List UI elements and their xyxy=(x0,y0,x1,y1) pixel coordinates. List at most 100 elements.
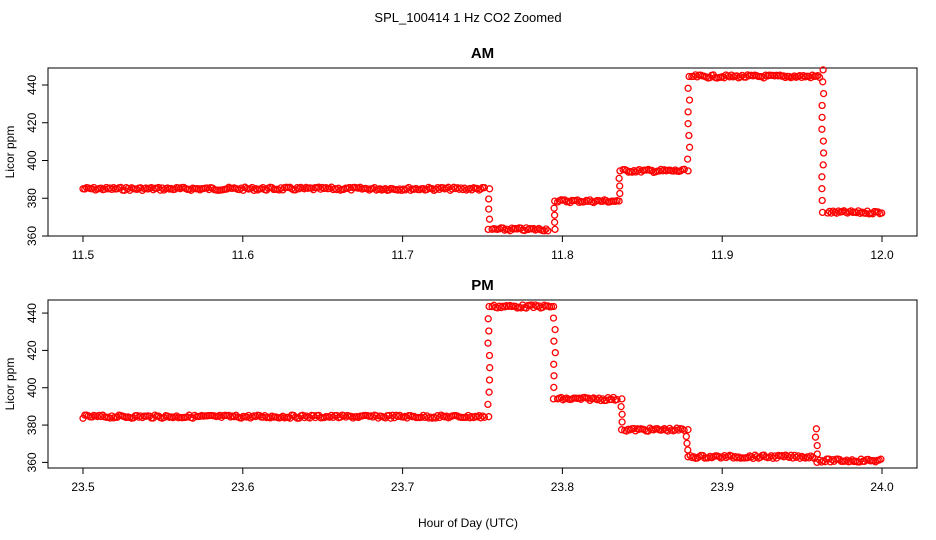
data-point xyxy=(551,197,559,205)
x-axis: 23.5 23.6 23.7 23.8 23.9 24.0 xyxy=(71,467,894,494)
data-point xyxy=(618,418,626,426)
transition-points xyxy=(682,426,692,461)
data-point xyxy=(814,71,822,80)
data-point xyxy=(616,189,624,198)
data-point xyxy=(618,395,626,403)
transition-points xyxy=(484,185,494,234)
figure-title: SPL_100414 1 Hz CO2 Zoomed xyxy=(374,10,561,25)
data-point xyxy=(819,161,827,169)
panel-title: AM xyxy=(471,45,494,62)
transition-points xyxy=(617,395,626,434)
data-point xyxy=(818,173,826,181)
x-tick-label: 11.8 xyxy=(551,248,574,262)
data-segment xyxy=(488,224,552,235)
data-point xyxy=(684,108,692,116)
data-point xyxy=(485,185,494,193)
data-point xyxy=(819,78,827,86)
data-point xyxy=(550,218,559,226)
data-point xyxy=(549,314,558,322)
data-point xyxy=(818,125,826,133)
data-point xyxy=(480,413,489,421)
data-point xyxy=(685,96,694,104)
data-point xyxy=(812,425,821,433)
data-point xyxy=(685,143,694,151)
data-point xyxy=(618,410,626,418)
data-point xyxy=(877,455,885,463)
data-point xyxy=(551,349,559,357)
data-point xyxy=(616,182,624,190)
data-point xyxy=(617,426,626,434)
data-point xyxy=(819,149,828,157)
data-point xyxy=(813,458,821,467)
data-point xyxy=(683,155,692,163)
data-point xyxy=(680,165,688,173)
data-segment xyxy=(816,455,885,466)
plot-frame xyxy=(47,67,918,237)
data-segment xyxy=(553,196,621,207)
data-segment xyxy=(553,393,621,405)
data-point xyxy=(684,446,692,454)
data-point xyxy=(874,208,882,216)
x-tick-label: 23.9 xyxy=(711,480,735,494)
data-point xyxy=(549,302,558,311)
data-point xyxy=(542,225,550,233)
data-point xyxy=(551,225,559,234)
data-point xyxy=(485,376,494,384)
data-point xyxy=(684,84,692,92)
data-point xyxy=(818,208,827,217)
data-point xyxy=(819,137,828,145)
data-point xyxy=(485,327,493,335)
data-segment xyxy=(79,183,489,195)
data-point xyxy=(685,131,693,140)
data-point xyxy=(819,89,828,98)
y-tick-label: 420 xyxy=(25,112,39,132)
data-point xyxy=(550,372,558,380)
x-tick-label: 11.6 xyxy=(232,248,255,262)
data-point xyxy=(684,426,692,434)
data-point xyxy=(615,197,623,205)
transition-points xyxy=(818,66,828,217)
data-point xyxy=(684,453,692,461)
y-axis-label: Licor ppm xyxy=(3,126,17,179)
data-segment xyxy=(488,301,556,312)
data-point xyxy=(818,185,826,193)
data-point xyxy=(613,395,621,404)
panel-title: PM xyxy=(471,277,494,294)
data-point xyxy=(540,227,548,235)
data-point xyxy=(551,325,559,334)
y-tick-label: 440 xyxy=(25,303,39,323)
data-series xyxy=(79,66,886,235)
data-point xyxy=(484,339,492,347)
y-axis: 360 380 400 420 440 xyxy=(25,303,49,472)
pm-panel: PM 23.5 23.6 23.7 23.8 23.9 24.0 360 380 400 420 44… xyxy=(3,277,918,494)
am-panel: AM 11.5 11.6 11.7 11.8 11.9 12.0 360 380 400 420 44… xyxy=(3,45,918,262)
data-point xyxy=(531,301,539,309)
y-tick-label: 360 xyxy=(25,452,39,472)
data-point xyxy=(819,66,827,74)
y-tick-label: 400 xyxy=(25,377,39,397)
data-point xyxy=(485,351,494,360)
data-point xyxy=(878,209,886,217)
data-point xyxy=(485,205,493,213)
y-tick-label: 380 xyxy=(25,188,39,208)
transition-points xyxy=(484,302,494,421)
data-point xyxy=(684,120,692,128)
y-axis-label: Licor ppm xyxy=(3,358,17,411)
data-segment xyxy=(619,165,688,177)
x-tick-label: 23.5 xyxy=(71,480,95,494)
data-point xyxy=(484,315,492,323)
y-tick-label: 400 xyxy=(25,150,39,170)
data-series xyxy=(79,301,885,467)
x-tick-label: 23.6 xyxy=(231,480,255,494)
data-point xyxy=(818,113,826,122)
data-point xyxy=(680,426,688,434)
data-point xyxy=(616,167,624,175)
x-tick-label: 12.0 xyxy=(870,248,894,262)
data-point xyxy=(484,400,492,409)
data-point xyxy=(477,185,485,193)
x-tick-label: 23.7 xyxy=(391,480,415,494)
data-point xyxy=(485,195,493,203)
data-point xyxy=(790,451,799,460)
data-point xyxy=(615,174,623,183)
